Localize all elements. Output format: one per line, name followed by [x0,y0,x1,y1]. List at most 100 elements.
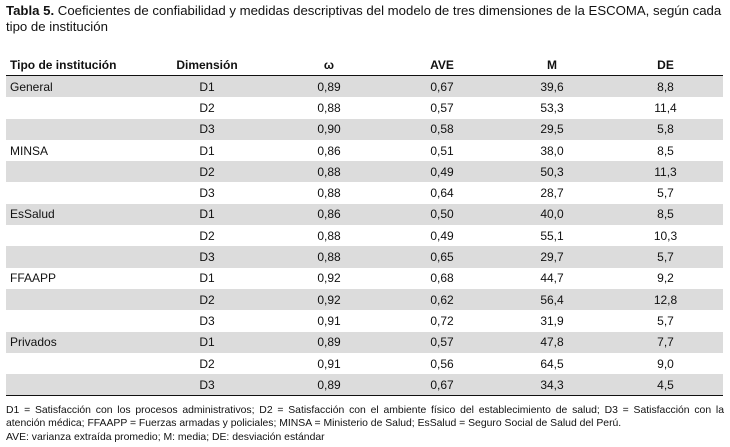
cell-mean: 29,5 [496,118,608,140]
table-row: D2 0,91 0,56 64,5 9,0 [6,353,723,374]
cell-ave: 0,62 [388,288,496,311]
cell-institution [6,310,144,331]
cell-ave: 0,58 [388,118,496,140]
table-row: D3 0,89 0,67 34,3 4,5 [6,374,723,397]
cell-sd: 8,5 [657,143,674,158]
cell-dimension: D1 [144,331,270,353]
table-row: MINSA D1 0,86 0,51 38,0 8,5 [6,140,723,161]
cell-omega: 0,86 [317,143,341,158]
cell-omega: 0,89 [270,331,388,353]
cell-omega: 0,91 [317,313,341,328]
cell-sd: 8,5 [608,203,723,226]
cell-mean: 44,7 [540,271,564,286]
cell-institution [6,182,144,203]
cell-mean: 34,3 [496,374,608,397]
cell-ave: 0,57 [430,100,454,115]
cell-dimension: D1 [144,75,270,98]
header-dimension: Dimensión [144,55,270,76]
table-caption-label: Tabla 5. [6,3,55,18]
table-row: D2 0,88 0,57 53,3 11,4 [6,97,723,118]
table-header-row: Tipo de institución Dimensión ω AVE M DE [6,55,723,76]
cell-mean: 28,7 [540,186,564,201]
table-row: D3 0,91 0,72 31,9 5,7 [6,310,723,331]
cell-dimension: D2 [199,228,215,243]
cell-dimension: D1 [144,203,270,226]
header-sd: DE [608,55,723,76]
table-notes: D1 = Satisfacción con los procesos admin… [6,404,724,444]
cell-ave: 0,49 [388,161,496,183]
cell-dimension: D2 [144,161,270,183]
cell-mean: 55,1 [540,228,564,243]
cell-sd: 11,4 [654,100,677,115]
cell-institution: FFAAPP [10,271,57,286]
cell-mean: 38,0 [540,143,564,158]
cell-ave: 0,51 [430,143,454,158]
header-omega: ω [270,55,388,76]
table-row: D3 0,88 0,65 29,7 5,7 [6,246,723,268]
header-ave: AVE [388,55,496,76]
table-note-abbreviations: D1 = Satisfacción con los procesos admin… [6,405,724,430]
table-caption: Tabla 5. Coeficientes de confiabilidad y… [6,3,724,35]
cell-omega: 0,88 [317,100,341,115]
cell-omega: 0,92 [270,288,388,311]
cell-ave: 0,57 [388,331,496,353]
table-row: D3 0,90 0,58 29,5 5,8 [6,118,723,140]
table-caption-text: Coeficientes de confiabilidad y medidas … [6,3,722,34]
cell-sd: 9,0 [657,356,674,371]
cell-dimension: D1 [199,143,215,158]
cell-ave: 0,67 [388,374,496,397]
cell-dimension: D3 [144,118,270,140]
cell-omega: 0,89 [270,374,388,397]
cell-institution [6,353,144,374]
table-row: Privados D1 0,89 0,57 47,8 7,7 [6,331,723,353]
table-row: FFAAPP D1 0,92 0,68 44,7 9,2 [6,268,723,289]
table-body: General D1 0,89 0,67 39,6 8,8 D2 0,88 0,57 53,3 11… [6,75,723,397]
table-row: D2 0,92 0,62 56,4 12,8 [6,288,723,311]
header-mean: M [496,55,608,76]
cell-ave: 0,65 [388,246,496,268]
cell-sd: 8,8 [608,75,723,98]
cell-mean: 39,6 [496,75,608,98]
cell-omega: 0,92 [317,271,341,286]
cell-ave: 0,56 [430,356,454,371]
cell-dimension: D3 [199,186,215,201]
cell-ave: 0,67 [388,75,496,98]
header-institution: Tipo de institución [6,55,144,76]
cell-mean: 56,4 [496,288,608,311]
cell-ave: 0,72 [430,313,454,328]
cell-dimension: D1 [199,271,215,286]
cell-ave: 0,49 [430,228,454,243]
cell-ave: 0,50 [388,203,496,226]
cell-ave: 0,64 [430,186,454,201]
cell-sd: 5,7 [608,246,723,268]
cell-sd: 12,8 [608,288,723,311]
cell-omega: 0,88 [270,246,388,268]
cell-mean: 40,0 [496,203,608,226]
table-row: EsSalud D1 0,86 0,50 40,0 8,5 [6,203,723,226]
cell-sd: 5,8 [608,118,723,140]
cell-sd: 7,7 [608,331,723,353]
cell-institution [6,97,144,118]
cell-institution: Privados [6,331,144,353]
cell-institution: EsSalud [6,203,144,226]
cell-sd: 4,5 [608,374,723,397]
cell-dimension: D3 [199,313,215,328]
cell-mean: 47,8 [496,331,608,353]
cell-omega: 0,88 [270,161,388,183]
cell-sd: 5,7 [657,186,674,201]
cell-dimension: D3 [144,374,270,397]
cell-mean: 53,3 [540,100,564,115]
cell-dimension: D2 [144,288,270,311]
cell-omega: 0,91 [317,356,341,371]
cell-omega: 0,89 [270,75,388,98]
cell-dimension: D3 [144,246,270,268]
cell-sd: 10,3 [653,228,678,243]
table-row: D2 0,88 0,49 55,1 10,3 [6,225,723,246]
cell-sd: 11,3 [608,161,723,183]
table-row: General D1 0,89 0,67 39,6 8,8 [6,75,723,98]
cell-mean: 31,9 [540,313,564,328]
cell-institution [6,118,144,140]
cell-dimension: D2 [199,356,215,371]
cell-omega: 0,86 [270,203,388,226]
